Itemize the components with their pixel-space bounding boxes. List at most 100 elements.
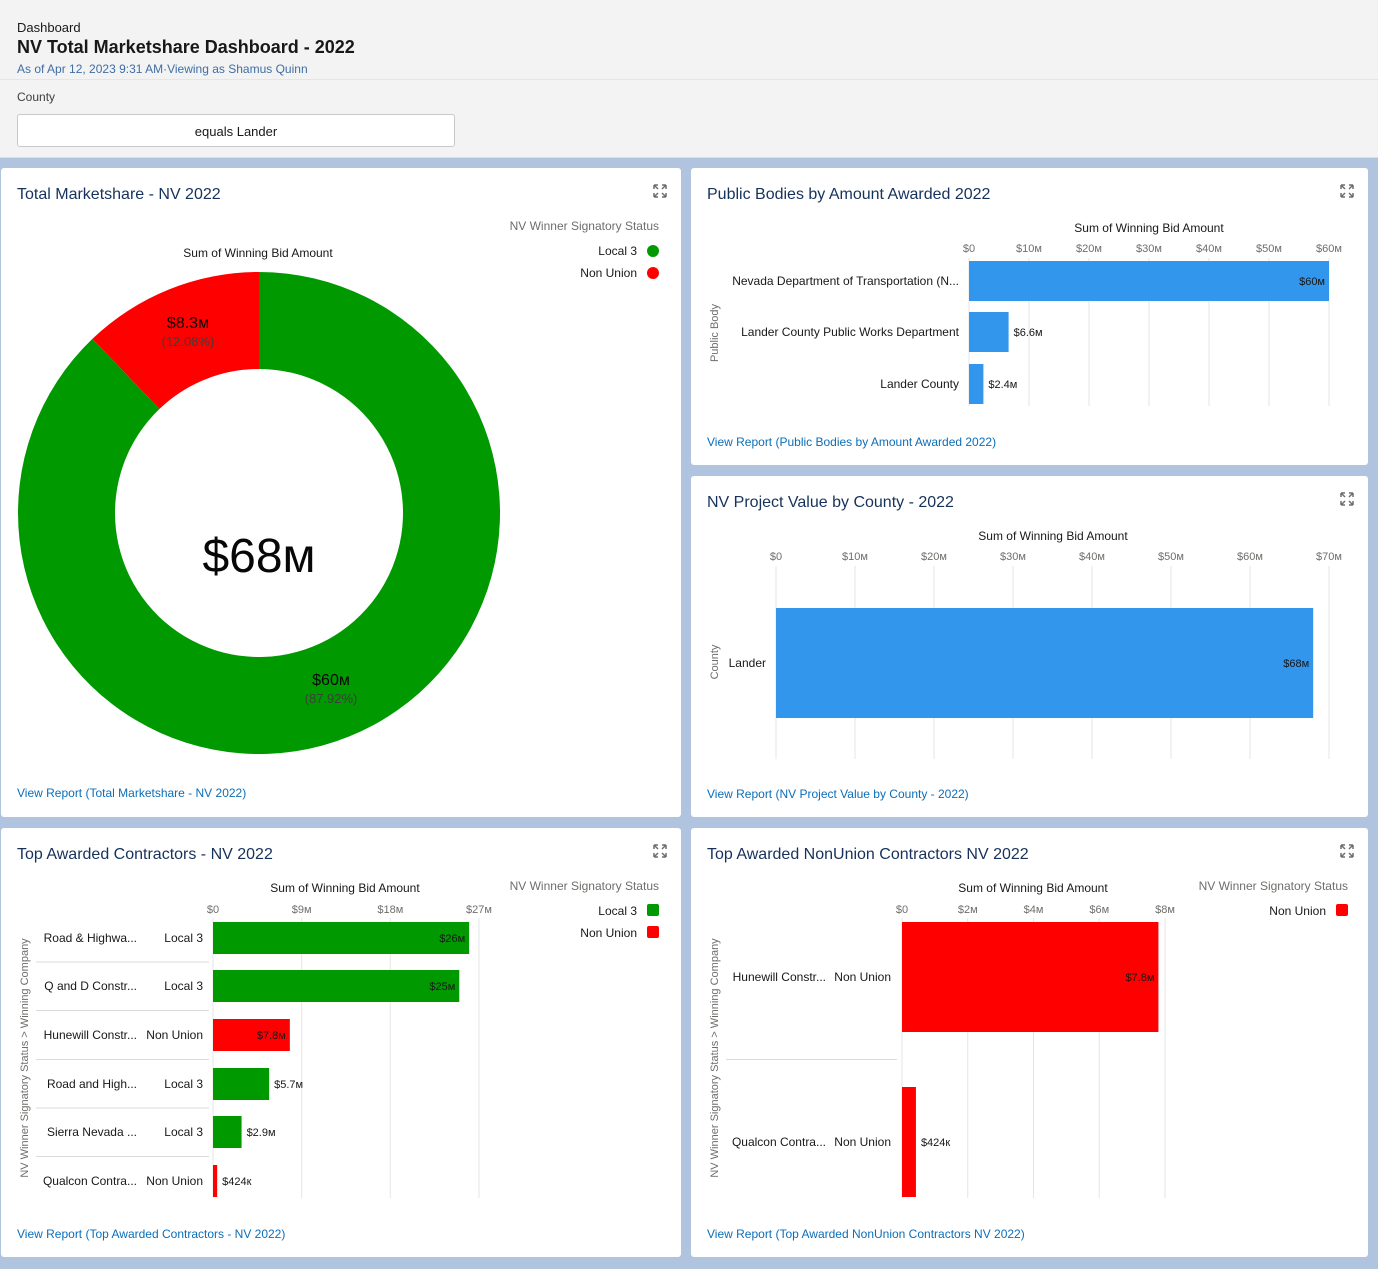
view-report-link[interactable]: View Report (Total Marketshare - NV 2022… <box>17 786 247 800</box>
x-tick-label: $4м <box>1024 904 1044 916</box>
legend-swatch-nonunion <box>647 267 659 279</box>
bar[interactable] <box>213 1165 218 1197</box>
category-label: Lander County <box>880 377 959 391</box>
donut-center-total: $68м <box>202 530 315 583</box>
bar-value-label: $2.9м <box>247 1127 276 1139</box>
expand-icon[interactable] <box>1340 492 1354 506</box>
panel-title: Top Awarded Contractors - NV 2022 <box>17 846 273 863</box>
x-tick-label: $27м <box>466 904 492 916</box>
slice-pct-local3: (87.92%) <box>305 691 358 706</box>
chart-subtitle: Sum of Winning Bid Amount <box>1074 221 1224 235</box>
slice-nonunion[interactable] <box>92 272 259 409</box>
panel-nonunion-contractors: Top Awarded NonUnion Contractors NV 2022… <box>691 828 1368 1257</box>
panel-title: Total Marketshare - NV 2022 <box>17 186 221 203</box>
x-tick-label: $40м <box>1196 243 1222 255</box>
view-report-link[interactable]: View Report (Top Awarded NonUnion Contra… <box>707 1227 1025 1241</box>
status-label: Local 3 <box>164 1125 203 1139</box>
legend-swatch-local3 <box>647 904 659 916</box>
category-label: Lander <box>729 656 766 670</box>
panel-total-marketshare: Total Marketshare - NV 2022 Sum of Winni… <box>1 168 681 817</box>
top-contractors-chart: Sum of Winning Bid Amount NV Winner Sign… <box>19 879 659 1198</box>
dashboard-header: Dashboard NV Total Marketshare Dashboard… <box>0 0 1378 158</box>
status-label: Local 3 <box>164 931 203 945</box>
bar[interactable] <box>213 1116 242 1148</box>
view-report-link[interactable]: View Report (Top Awarded Contractors - N… <box>17 1227 286 1241</box>
category-label: Nevada Department of Transportation (N..… <box>732 274 959 288</box>
y-axis-label: NV Winner Signatory Status > Winning Com… <box>709 938 721 1178</box>
x-tick-label: $2м <box>958 904 978 916</box>
x-tick-label: $8м <box>1155 904 1175 916</box>
expand-icon[interactable] <box>1340 844 1354 858</box>
bar[interactable] <box>969 312 1009 352</box>
x-tick-label: $10м <box>842 551 868 563</box>
bar-value-label: $68м <box>1283 658 1309 670</box>
view-report-link[interactable]: View Report (Public Bodies by Amount Awa… <box>707 435 997 449</box>
expand-icon[interactable] <box>1340 184 1354 198</box>
x-tick-label: $0 <box>207 904 219 916</box>
status-label: Non Union <box>146 1028 203 1042</box>
x-tick-label: $40м <box>1079 551 1105 563</box>
status-label: Local 3 <box>164 979 203 993</box>
x-tick-label: $10м <box>1016 243 1042 255</box>
county-chart: Sum of Winning Bid Amount County $0 $10м $… <box>709 529 1342 759</box>
as-of-text: As of Apr 12, 2023 9:31 AM·Viewing as Sh… <box>17 62 308 76</box>
x-tick-label: $30м <box>1000 551 1026 563</box>
company-label: Qualcon Contra... <box>43 1174 137 1188</box>
x-tick-label: $0 <box>963 243 975 255</box>
bar[interactable] <box>776 608 1314 718</box>
chart-subtitle: Sum of Winning Bid Amount <box>183 246 333 260</box>
x-tick-label: $0 <box>770 551 782 563</box>
y-axis-label: NV Winner Signatory Status > Winning Com… <box>19 938 31 1178</box>
bar-value-label: $424к <box>921 1137 950 1149</box>
company-label: Sierra Nevada ... <box>47 1125 137 1139</box>
legend-swatch-nonunion <box>1336 904 1348 916</box>
slice-local3[interactable] <box>17 272 500 755</box>
expand-icon[interactable] <box>653 844 667 858</box>
x-tick-label: $30м <box>1136 243 1162 255</box>
category-label: Lander County Public Works Department <box>741 325 960 339</box>
expand-icon[interactable] <box>653 184 667 198</box>
bar-value-label: $5.7м <box>274 1079 303 1091</box>
company-label: Road & Highwa... <box>44 931 137 945</box>
breadcrumb: Dashboard <box>17 20 81 35</box>
bar[interactable] <box>969 364 984 404</box>
header-divider <box>0 79 1378 80</box>
company-label: Q and D Constr... <box>44 979 137 993</box>
x-tick-label: $60м <box>1237 551 1263 563</box>
county-filter-label: County <box>17 90 56 104</box>
company-label: Hunewill Constr... <box>44 1028 137 1042</box>
x-tick-label: $70м <box>1316 551 1342 563</box>
bar[interactable] <box>213 970 460 1002</box>
county-filter-button[interactable]: equals Lander <box>17 114 455 147</box>
bar-value-label: $6.6м <box>1014 327 1043 339</box>
legend-swatch-local3 <box>647 245 659 257</box>
status-label: Non Union <box>146 1174 203 1188</box>
bar[interactable] <box>213 922 470 954</box>
bar-value-label: $25м <box>429 981 455 993</box>
legend-label-nonunion: Non Union <box>580 266 637 280</box>
legend-title: NV Winner Signatory Status <box>510 219 659 233</box>
bar-value-label: $7.8м <box>257 1030 286 1042</box>
slice-pct-nonunion: (12.08%) <box>162 334 215 349</box>
bar-value-label: $7.8м <box>1125 972 1154 984</box>
nonunion-contractors-chart: Sum of Winning Bid Amount NV Winner Sign… <box>709 879 1348 1198</box>
status-label: Non Union <box>834 970 891 984</box>
x-tick-label: $60м <box>1316 243 1342 255</box>
panel-public-bodies: Public Bodies by Amount Awarded 2022 Sum… <box>691 168 1368 465</box>
slice-label-local3: $60м <box>312 672 350 689</box>
company-label: Qualcon Contra... <box>732 1135 826 1149</box>
bar[interactable] <box>969 261 1329 301</box>
bar[interactable] <box>213 1019 290 1051</box>
x-tick-label: $9м <box>292 904 312 916</box>
x-tick-label: $6м <box>1089 904 1109 916</box>
view-report-link[interactable]: View Report (NV Project Value by County … <box>707 787 969 801</box>
panel-title: Top Awarded NonUnion Contractors NV 2022 <box>707 846 1029 863</box>
panel-title: Public Bodies by Amount Awarded 2022 <box>707 186 991 203</box>
legend-label-nonunion: Non Union <box>580 926 637 940</box>
chart-subtitle: Sum of Winning Bid Amount <box>978 529 1128 543</box>
legend-swatch-nonunion <box>647 926 659 938</box>
bar[interactable] <box>213 1068 270 1100</box>
bar[interactable] <box>902 922 1159 1032</box>
bar[interactable] <box>902 1087 916 1197</box>
x-tick-label: $20м <box>921 551 947 563</box>
